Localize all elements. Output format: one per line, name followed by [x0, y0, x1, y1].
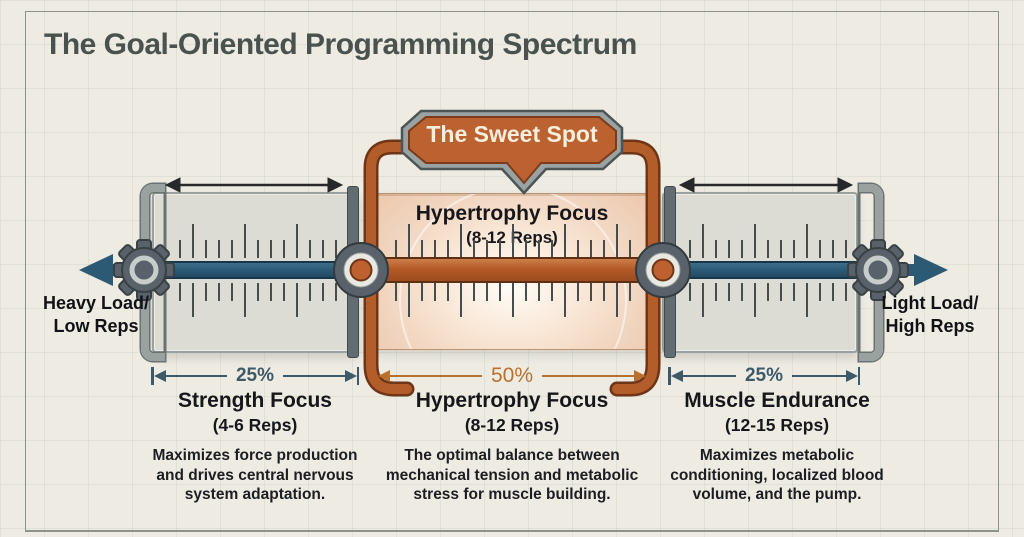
heavy-load-label-line1: Heavy Load/ [42, 293, 150, 313]
ring-connector-left [333, 242, 389, 298]
axis-bar-orange [356, 257, 668, 283]
endurance-title: Muscle Endurance [684, 389, 870, 412]
desc-line: system adaptation. [184, 486, 326, 503]
ring-connector-right [635, 242, 691, 298]
measure-arrowhead-right [845, 370, 858, 382]
ruler-ticks [384, 240, 640, 258]
measure-arrowhead-left [378, 370, 390, 382]
span-double-arrow-left [164, 177, 344, 193]
desc-line: stress for muscle building. [413, 486, 611, 503]
hypertrophy-description: The optimal balance between mechanical t… [377, 446, 647, 505]
ruler-ticks [168, 240, 346, 258]
light-load-label-line2: High Reps [885, 316, 975, 336]
measure-endbar [857, 367, 860, 385]
hypertrophy-section: Hypertrophy Focus (8-12 Reps) The optima… [377, 389, 647, 505]
axis-bar-blue-right [658, 261, 880, 279]
strength-description: Maximizes force production and drives ce… [110, 446, 400, 505]
ruler-ticks [678, 283, 848, 301]
measure-line [682, 374, 736, 378]
measure-percent: 25% [235, 365, 275, 386]
measure-endurance: 25% [668, 363, 860, 389]
measure-line [542, 374, 634, 378]
gear-icon-left [113, 239, 175, 301]
sweet-spot-banner [400, 109, 624, 195]
outer-frame [25, 11, 999, 532]
axis-bar-blue-left [146, 261, 366, 279]
endurance-description: Maximizes metabolic conditioning, locali… [637, 446, 917, 505]
measure-endbar [668, 367, 671, 385]
ruler-ticks [168, 283, 346, 301]
hypertrophy-reps: (8-12 Reps) [464, 415, 560, 435]
sweet-spot-banner-label: The Sweet Spot [426, 121, 598, 147]
measure-arrowhead-right [634, 370, 646, 382]
gear-icon-right [847, 239, 909, 301]
measure-line [390, 374, 482, 378]
strength-reps: (4-6 Reps) [212, 415, 298, 435]
desc-line: conditioning, localized blood [670, 466, 884, 484]
desc-line: The optimal balance between [404, 447, 620, 464]
measure-line [165, 374, 227, 378]
measure-line [283, 374, 345, 378]
light-load-label-line1: Light Load/ [881, 293, 979, 313]
measure-percent: 50% [490, 364, 534, 387]
desc-line: Maximizes metabolic [699, 447, 855, 464]
hypertrophy-title: Hypertrophy Focus [415, 389, 609, 412]
span-double-arrow-right [678, 177, 854, 193]
measure-endbar [356, 367, 359, 385]
endurance-section: Muscle Endurance (12-15 Reps) Maximizes … [637, 389, 917, 505]
page-title: The Goal-Oriented Programming Spectrum [44, 28, 637, 61]
hypertrophy-panel-title: Hypertrophy Focus [415, 202, 609, 225]
heavy-load-label: Heavy Load/ Low Reps [21, 292, 171, 338]
ruler-ticks [384, 283, 640, 301]
measure-endbar [151, 367, 154, 385]
measure-arrowhead-right [344, 370, 357, 382]
light-load-label: Light Load/ High Reps [855, 292, 1005, 338]
measure-line [792, 374, 846, 378]
measure-arrowhead-left [670, 370, 683, 382]
measure-strength: 25% [151, 363, 359, 389]
measure-hypertrophy: 50% [378, 363, 646, 389]
strength-section: Strength Focus (4-6 Reps) Maximizes forc… [110, 389, 400, 505]
strength-title: Strength Focus [177, 389, 332, 412]
desc-line: volume, and the pump. [692, 486, 862, 503]
measure-arrowhead-left [153, 370, 166, 382]
desc-line: Maximizes force production [152, 447, 358, 464]
desc-line: mechanical tension and metabolic [385, 466, 639, 484]
sweet-spot-frame [363, 139, 661, 397]
endurance-reps: (12-15 Reps) [724, 415, 830, 435]
ruler-ticks [678, 240, 848, 258]
measure-percent: 25% [744, 365, 784, 386]
desc-line: and drives central nervous [156, 466, 354, 484]
heavy-load-label-line2: Low Reps [53, 316, 139, 336]
